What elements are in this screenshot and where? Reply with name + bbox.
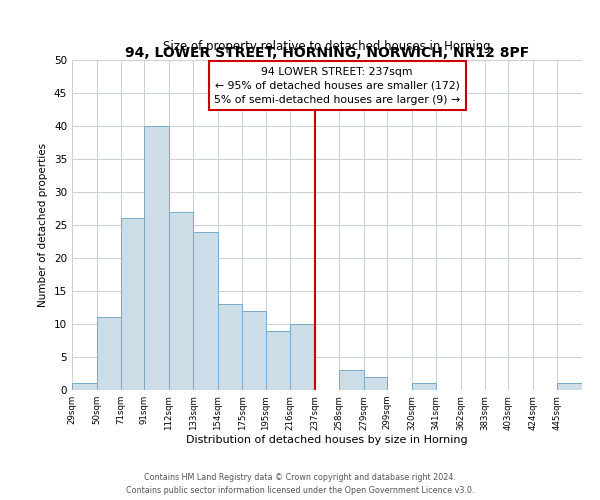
Title: 94, LOWER STREET, HORNING, NORWICH, NR12 8PF: 94, LOWER STREET, HORNING, NORWICH, NR12… — [125, 46, 529, 60]
Bar — [266, 330, 290, 390]
Bar — [145, 126, 169, 390]
Bar — [412, 384, 436, 390]
Y-axis label: Number of detached properties: Number of detached properties — [38, 143, 49, 307]
Text: 94 LOWER STREET: 237sqm
← 95% of detached houses are smaller (172)
5% of semi-de: 94 LOWER STREET: 237sqm ← 95% of detache… — [214, 66, 460, 104]
Bar — [242, 311, 266, 390]
Bar — [121, 218, 145, 390]
Bar — [97, 318, 121, 390]
Bar — [557, 384, 582, 390]
Bar — [339, 370, 364, 390]
Bar — [193, 232, 218, 390]
X-axis label: Distribution of detached houses by size in Horning: Distribution of detached houses by size … — [186, 436, 468, 446]
Bar — [169, 212, 193, 390]
Bar — [218, 304, 242, 390]
Text: Contains HM Land Registry data © Crown copyright and database right 2024.
Contai: Contains HM Land Registry data © Crown c… — [126, 474, 474, 495]
Bar — [364, 377, 387, 390]
Bar — [290, 324, 315, 390]
Text: Size of property relative to detached houses in Horning: Size of property relative to detached ho… — [163, 40, 491, 54]
Bar — [72, 384, 97, 390]
